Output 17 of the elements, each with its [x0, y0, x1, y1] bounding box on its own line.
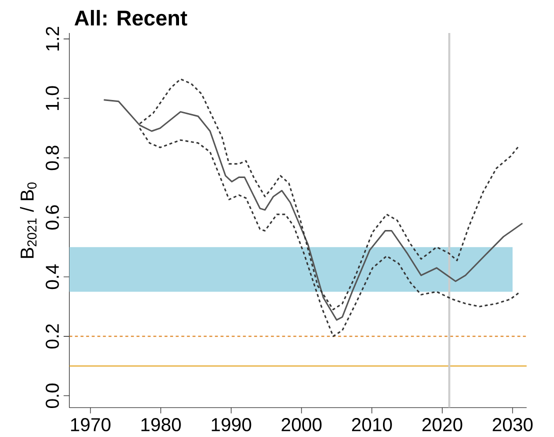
x-tick-label: 2000 — [282, 418, 322, 432]
y-axis-title: B$_{2021}$ / B$_{0}$ — [20, 182, 37, 258]
y-tick-label: 0.8 — [46, 146, 59, 170]
line-series — [103, 99, 524, 321]
y-tick-label: 0.6 — [46, 205, 59, 230]
y-tick-label: 0.2 — [46, 324, 59, 349]
x-tick-label: 2030 — [492, 418, 533, 432]
x-tick-label: 1990 — [212, 418, 252, 432]
y-tick-label: 1.2 — [46, 26, 59, 50]
x-tick-label: 2010 — [352, 418, 392, 432]
y-tick-label: 0.0 — [46, 384, 59, 408]
chart-title: All: Recent — [74, 10, 188, 26]
y-tick-label: 1.0 — [46, 86, 59, 110]
y-tick-label: 0.4 — [46, 264, 59, 290]
x-tick-label: 2020 — [422, 418, 462, 432]
x-tick-label: 1980 — [141, 418, 181, 432]
x-tick-label: 1970 — [71, 418, 110, 432]
